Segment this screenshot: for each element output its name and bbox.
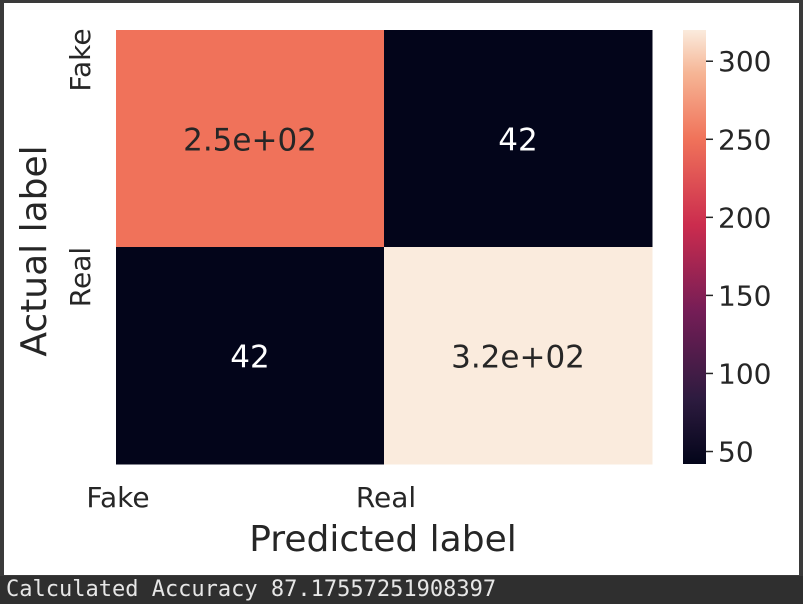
x-tick-label: Fake: [86, 481, 149, 514]
y-tick-label: Real: [64, 247, 97, 307]
confusion-matrix-figure: 2.5e+02 42 42 3.2e+02 Fake Real Fake Real 50 1…: [4, 3, 799, 575]
cell-annotation: 3.2e+02: [451, 340, 585, 376]
heatmap-cell-real-fake: [116, 247, 385, 465]
cell-annotation: 42: [230, 340, 269, 376]
colorbar-tick-label: 250: [718, 123, 771, 156]
cell-annotation: 2.5e+02: [183, 123, 317, 159]
y-tick-label: Fake: [64, 28, 97, 91]
heatmap-cell-real-real: [384, 247, 653, 465]
colorbar-tick-label: 200: [718, 201, 771, 234]
colorbar-tick-label: 100: [718, 357, 771, 390]
x-axis-label: Predicted label: [249, 519, 517, 560]
heatmap-cell-fake-fake: [116, 30, 385, 248]
heatmap-cell-fake-real: [384, 30, 653, 248]
colorbar-tick-label: 300: [718, 45, 771, 78]
colorbar: [683, 30, 706, 464]
cell-annotation: 42: [498, 123, 537, 159]
cell-output-text: Calculated Accuracy 87.17557251908397: [0, 576, 803, 604]
colorbar-tick-label: 150: [718, 279, 771, 312]
confusion-matrix-chart: 2.5e+02 42 42 3.2e+02 Fake Real Fake Real 50 1…: [14, 28, 771, 560]
colorbar-tick-label: 50: [718, 436, 754, 469]
y-axis-label: Actual label: [14, 145, 55, 356]
x-tick-label: Real: [356, 481, 416, 514]
